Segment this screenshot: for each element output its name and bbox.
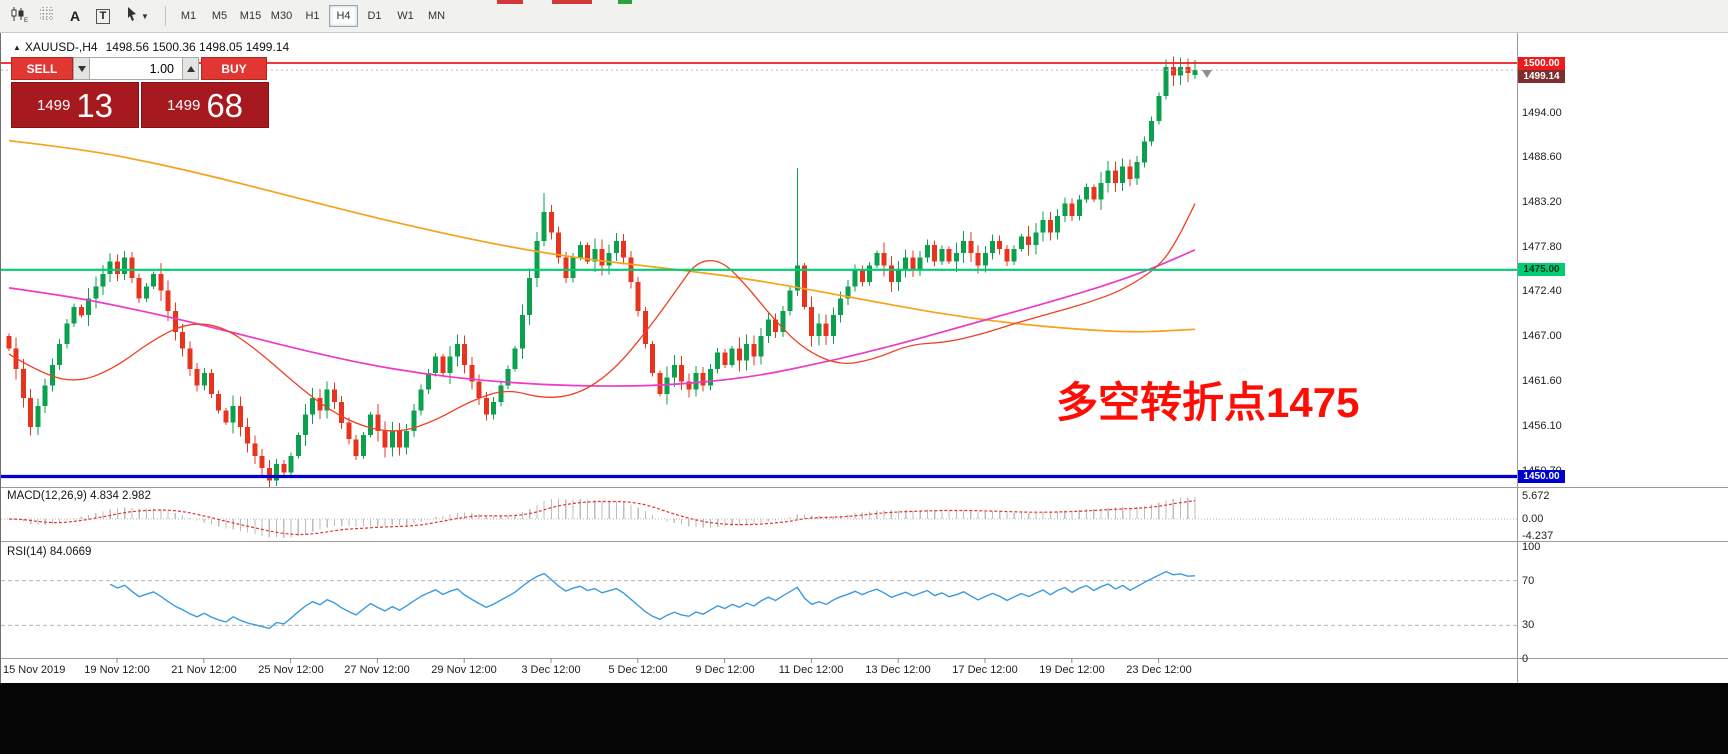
macd-signal-line [8,500,1196,536]
time-axis-label: 23 Dec 12:00 [1126,664,1192,676]
rsi-axis-label: 0 [1522,653,1529,665]
macd-axis-label: 0.00 [1522,513,1544,525]
time-axis-label: 19 Dec 12:00 [1039,664,1105,676]
timeframe-h1-button[interactable]: H1 [298,5,327,27]
chart-shift-marker-icon[interactable] [1202,70,1212,78]
chart-type-button[interactable]: E [6,4,32,28]
time-axis-label: 3 Dec 12:00 [521,664,581,676]
time-axis-label: 15 Nov 2019 [3,664,66,676]
rsi-line [109,570,1196,630]
timeframe-mn-button[interactable]: MN [422,5,451,27]
cropped-menubar-artifact [497,0,523,4]
price-axis-label: 1456.10 [1522,420,1562,432]
sell-button[interactable]: SELL [11,57,73,80]
textbox-tool-button[interactable]: T [90,4,116,28]
toolbar-separator [165,6,166,26]
timeframe-d1-button[interactable]: D1 [360,5,389,27]
time-axis-label: 27 Nov 12:00 [344,664,410,676]
triangle-up-icon [186,65,195,72]
time-axis-label: 17 Dec 12:00 [952,664,1018,676]
price-axis-label: 1494.00 [1522,107,1562,119]
macd-histogram [15,497,1196,538]
timeframe-m15-button[interactable]: M15 [236,5,265,27]
bid-price-display[interactable]: 1499 13 [11,82,139,128]
fast-ma-line [8,203,1196,432]
grid-button[interactable] [34,4,60,28]
toolbar: E A T ▼ M1 M5 M15 M30 H1 H4 D1 W1 [0,0,1728,33]
price-badge-1500.00[interactable]: 1500.00 [1518,57,1565,70]
text-box-icon: T [95,8,111,24]
bid-price-main: 1499 [36,96,71,114]
price-badge-1499.14[interactable]: 1499.14 [1518,70,1565,83]
timeframe-h4-button[interactable]: H4 [329,5,358,27]
ask-price-display[interactable]: 1499 68 [141,82,269,128]
volume-increase-button[interactable] [182,57,199,80]
ask-price-pips: 68 [206,86,244,124]
time-axis-label: 11 Dec 12:00 [778,664,844,676]
timeframe-w1-button[interactable]: W1 [391,5,420,27]
grid-icon [39,6,55,27]
bid-price-pips: 13 [76,86,114,124]
medium-ma-line [8,249,1196,387]
volume-decrease-button[interactable] [73,57,90,80]
symbol-marker-icon: ▲ [13,43,21,52]
time-axis-label: 21 Nov 12:00 [171,664,237,676]
cropped-menubar-artifact [552,0,592,4]
time-axis-label: 13 Dec 12:00 [865,664,931,676]
timeframe-m1-button[interactable]: M1 [174,5,203,27]
chevron-down-icon: ▼ [141,11,149,21]
volume-input[interactable] [90,57,182,80]
symbol-timeframe-label: XAUUSD-,H4 [24,40,98,54]
price-axis-label: 1483.20 [1522,196,1562,208]
timeframe-m30-button[interactable]: M30 [267,5,296,27]
time-axis-label: 19 Nov 12:00 [84,664,150,676]
buy-button[interactable]: BUY [201,57,267,80]
svg-text:E: E [24,18,28,22]
time-axis-label: 25 Nov 12:00 [258,664,324,676]
price-badge-1450.00[interactable]: 1450.00 [1518,470,1565,483]
price-axis-label: 1477.80 [1522,241,1562,253]
rsi-indicator-label: RSI(14) 84.0669 [7,546,92,558]
rsi-axis-label: 30 [1522,619,1535,631]
candlestick-icon: E [10,6,28,27]
candlestick-chart[interactable] [1,33,1728,683]
text-label-icon: A [69,8,81,24]
price-badge-1475.00[interactable]: 1475.00 [1518,263,1565,276]
timeframe-m5-button[interactable]: M5 [205,5,234,27]
triangle-down-icon [77,65,86,72]
macd-indicator-label: MACD(12,26,9) 4.834 2.982 [7,490,151,502]
macd-axis-label: -4.237 [1522,530,1554,542]
time-axis-label: 29 Nov 12:00 [431,664,497,676]
time-axis-label: 5 Dec 12:00 [608,664,668,676]
ohlc-values: 1498.56 1500.36 1498.05 1499.14 [105,40,290,54]
cropped-menubar-artifact [618,0,632,4]
cursor-icon [125,6,139,27]
rsi-axis-label: 100 [1522,541,1541,553]
price-axis-label: 1472.40 [1522,285,1562,297]
time-axis-label: 9 Dec 12:00 [695,664,755,676]
ask-price-main: 1499 [166,96,201,114]
price-axis-label: 1461.60 [1522,375,1562,387]
price-axis-label: 1467.00 [1522,330,1562,342]
one-click-trading-panel: SELL BUY 1499 13 1499 68 [11,57,269,128]
cursor-tool-button[interactable]: ▼ [118,4,156,28]
chart-annotation: 多空转折点1475 [1056,379,1360,426]
status-area [0,683,1728,754]
rsi-axis-label: 70 [1522,575,1535,587]
chart-window: ▲ XAUUSD-,H4 1498.56 1500.36 1498.05 1499.… [0,33,1728,683]
slow-ma-line [8,139,1196,333]
macd-axis-label: 5.672 [1522,490,1550,502]
price-axis-label: 1488.60 [1522,151,1562,163]
text-tool-button[interactable]: A [62,4,88,28]
chart-header: ▲ XAUUSD-,H4 1498.56 1500.36 1498.05 1499.… [13,40,289,54]
